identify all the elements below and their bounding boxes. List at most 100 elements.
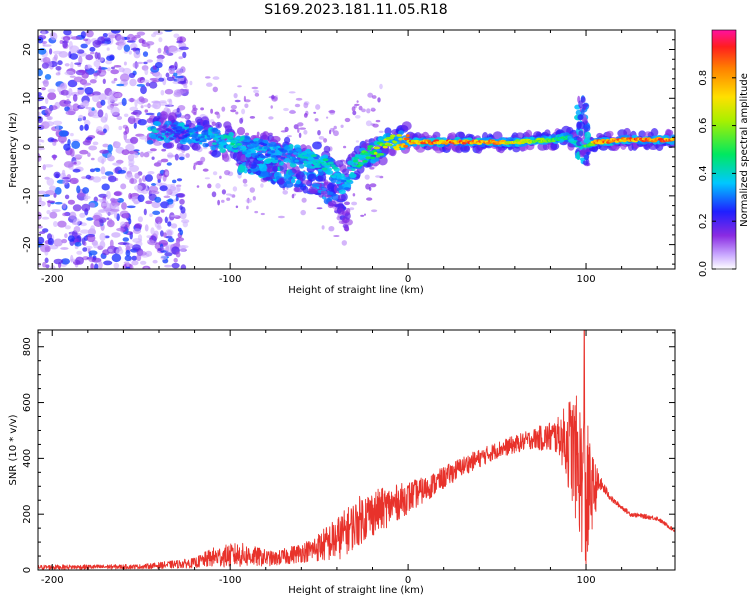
heatmap-cell (41, 40, 48, 44)
heatmap-cell (260, 212, 265, 216)
heatmap-cell (164, 216, 168, 224)
heatmap-cell (72, 204, 82, 212)
heatmap-cell (77, 87, 85, 90)
heatmap-cell (385, 132, 391, 138)
heatmap-cell (361, 108, 366, 113)
heatmap-cell (159, 111, 169, 121)
heatmap-cell (68, 41, 73, 50)
heatmap-cell (367, 147, 372, 151)
heatmap-cell (259, 164, 268, 172)
heatmap-cell (125, 143, 135, 152)
heatmap-cell (92, 141, 99, 146)
heatmap-cell (96, 126, 103, 132)
heatmap-cell (81, 82, 92, 86)
heatmap-cell (215, 121, 222, 129)
heatmap-cell (293, 124, 299, 130)
heatmap-cell (256, 151, 262, 155)
heatmap-cell (54, 201, 63, 205)
heatmap-cell (372, 149, 377, 153)
heatmap-cell (233, 149, 239, 153)
heatmap-cell (98, 93, 107, 101)
heatmap-cell (130, 111, 139, 115)
heatmap-cell (277, 215, 285, 219)
heatmap-cell (102, 78, 106, 85)
heatmap-cell (133, 201, 139, 205)
heatmap-cell (178, 46, 189, 51)
heatmap-cell (55, 72, 61, 76)
heatmap-cell (243, 183, 248, 187)
heatmap-cell (169, 185, 177, 192)
heatmap-cell (117, 45, 123, 51)
heatmap-cell (278, 177, 285, 185)
heatmap-cell (126, 33, 135, 43)
heatmap-cell (105, 59, 112, 65)
heatmap-cell (146, 239, 155, 245)
heatmap-cell (309, 189, 318, 194)
heatmap-cell (122, 82, 128, 85)
heatmap-cell (44, 257, 49, 264)
heatmap-cell (57, 134, 67, 143)
heatmap-cell (90, 51, 95, 55)
heatmap-cell (63, 161, 74, 168)
heatmap-cell (351, 168, 356, 172)
heatmap-cell (230, 104, 237, 110)
heatmap-cell (458, 131, 465, 139)
heatmap-cell (68, 211, 77, 220)
snr-series-line (38, 330, 675, 570)
heatmap-cell (38, 69, 43, 77)
colorbar-tick-label: 0.6 (698, 118, 709, 134)
heatmap-cell (197, 160, 204, 166)
heatmap-cell (94, 51, 99, 60)
heatmap-cell (71, 91, 80, 97)
heatmap-cell (164, 132, 169, 136)
heatmap-cell (382, 145, 388, 149)
heatmap-cell (274, 157, 279, 161)
heatmap-cell (163, 124, 168, 128)
heatmap-cell (108, 248, 113, 253)
heatmap-cell (137, 251, 147, 256)
heatmap-cell (241, 108, 246, 115)
heatmap-cell (282, 190, 289, 195)
heatmap-cell (347, 160, 355, 166)
heatmap-cell (251, 86, 259, 90)
heatmap-cell (235, 136, 241, 140)
heatmap-cell (378, 156, 388, 166)
heatmap-cell (315, 104, 321, 110)
heatmap-cell (38, 147, 45, 151)
heatmap-cell (229, 194, 233, 197)
heatmap-cell (252, 196, 256, 201)
heatmap-cell (297, 122, 304, 127)
heatmap-cell (149, 77, 159, 81)
heatmap-cell (160, 209, 165, 213)
heatmap-cell (123, 44, 131, 52)
heatmap-cell (173, 132, 181, 136)
heatmap-cell (123, 132, 128, 141)
heatmap-cell (113, 65, 122, 68)
heatmap-cell (153, 141, 162, 146)
x-tick-label: 0 (405, 575, 411, 586)
heatmap-cell (227, 137, 234, 140)
heatmap-cell (144, 109, 149, 113)
heatmap-cell (145, 82, 151, 87)
heatmap-cell (265, 153, 271, 157)
heatmap-cell (120, 183, 127, 190)
heatmap-cell (136, 31, 146, 36)
heatmap-cell (107, 98, 112, 106)
heatmap-cell (303, 129, 308, 135)
heatmap-cell (171, 262, 180, 269)
y-tick-label: -10 (22, 188, 33, 204)
heatmap-cell (143, 61, 148, 65)
heatmap-cell (332, 128, 335, 134)
heatmap-cell (221, 189, 226, 195)
heatmap-cell (164, 88, 174, 95)
heatmap-cell (275, 155, 282, 158)
heatmap-cell (176, 126, 183, 129)
heatmap-cell (150, 227, 155, 235)
heatmap-cell (200, 135, 205, 139)
heatmap-cell (303, 113, 308, 118)
heatmap-cell (179, 245, 187, 253)
heatmap-cell (92, 176, 102, 183)
heatmap-cell (344, 117, 351, 123)
heatmap-cell (46, 116, 53, 121)
heatmap-cell (132, 228, 142, 235)
